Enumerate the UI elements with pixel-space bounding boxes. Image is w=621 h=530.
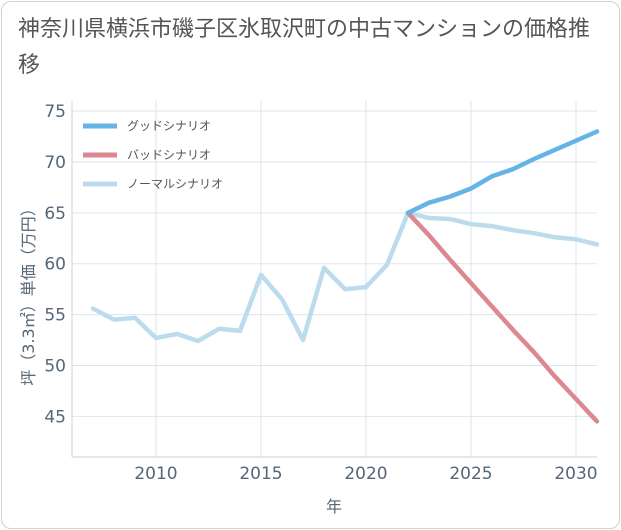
y-tick-label-4: 65 (44, 204, 66, 224)
y-tick-label-5: 70 (44, 153, 66, 173)
series-line-good (405, 129, 600, 216)
y-tick-label-0: 45 (44, 407, 66, 427)
series-line-normal (90, 210, 600, 344)
legend-item-normal-label: ノーマルシナリオ (127, 177, 223, 191)
series-line-bad (405, 210, 600, 424)
x-tick-label-4: 2030 (554, 464, 597, 484)
y-axis-label: 坪（3.3㎡）単価（万円） (19, 200, 38, 385)
legend-item-bad-label: バッドシナリオ (127, 148, 211, 162)
y-tick-label-6: 75 (44, 102, 66, 122)
x-tick-label-0: 2010 (134, 464, 177, 484)
y-axis-ticks: 45 50 55 60 65 70 75 (44, 102, 66, 427)
y-tick-label-1: 50 (44, 356, 66, 376)
x-tick-label-3: 2025 (449, 464, 492, 484)
x-tick-label-2: 2020 (344, 464, 387, 484)
x-axis-label: 年 (326, 497, 342, 516)
legend-item-good-label: グッドシナリオ (127, 119, 211, 133)
x-tick-label-1: 2015 (239, 464, 282, 484)
y-tick-label-2: 55 (44, 306, 66, 326)
series-lines (90, 129, 600, 424)
x-axis-ticks: 2010 2015 2020 2025 2030 (134, 464, 597, 484)
chart-title: 神奈川県横浜市磯子区氷取沢町の中古マンションの価格推移 (18, 17, 591, 78)
plot-border (71, 101, 597, 458)
y-tick-label-3: 60 (44, 255, 66, 275)
